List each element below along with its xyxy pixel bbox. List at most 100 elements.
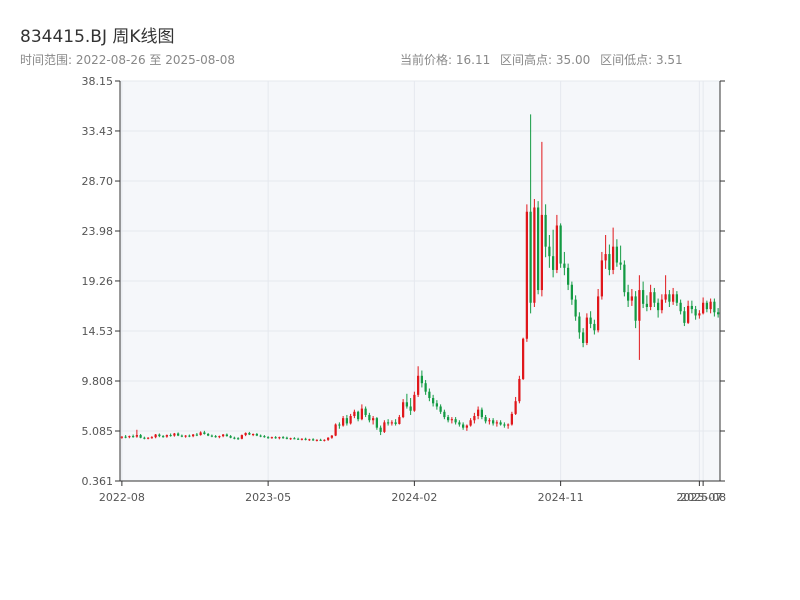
candle-body	[263, 436, 266, 438]
candle	[473, 412, 476, 424]
candle-body	[360, 408, 363, 420]
candle-body	[207, 434, 210, 436]
candle-body	[563, 263, 566, 268]
x-tick-label: 2022-08	[99, 491, 145, 504]
y-tick-label: 9.808	[82, 375, 114, 388]
candle-body	[492, 420, 495, 424]
candle-body	[143, 437, 146, 439]
candle	[165, 434, 168, 438]
candle-body	[612, 246, 615, 270]
candle-body	[698, 313, 701, 316]
candle-body	[555, 225, 558, 270]
candle-body	[495, 422, 498, 424]
candle-body	[289, 438, 292, 440]
candle	[469, 418, 472, 427]
candle-body	[394, 422, 397, 424]
candle	[488, 418, 491, 425]
candle-body	[267, 437, 270, 439]
candle	[402, 399, 405, 419]
candle	[597, 288, 600, 333]
candle-body	[203, 432, 206, 435]
candle	[297, 437, 300, 440]
candle	[150, 436, 153, 439]
candle-body	[330, 435, 333, 438]
candle-body	[428, 391, 431, 399]
candle	[180, 434, 183, 438]
candle-body	[638, 290, 641, 321]
candle	[132, 434, 135, 438]
candle	[139, 434, 142, 439]
candle	[177, 432, 180, 437]
candle-body	[634, 296, 637, 321]
candle-body	[443, 411, 446, 418]
candle-body	[503, 424, 506, 426]
candle-body	[158, 434, 161, 437]
candle-body	[544, 214, 547, 247]
candle	[544, 204, 547, 258]
candle	[578, 312, 581, 339]
candle	[315, 439, 318, 442]
candle-body	[447, 417, 450, 421]
candle	[507, 423, 510, 429]
candle-body	[585, 317, 588, 343]
candle	[679, 299, 682, 315]
candle-body	[540, 214, 543, 291]
candle	[657, 298, 660, 318]
candle	[282, 436, 285, 439]
candle-body	[162, 436, 165, 438]
candle	[259, 434, 262, 438]
candle-body	[229, 436, 232, 438]
candle	[574, 295, 577, 321]
candle	[274, 436, 277, 439]
candle-body	[417, 375, 420, 395]
candle	[375, 417, 378, 430]
candle-body	[525, 211, 528, 339]
candle	[387, 419, 390, 426]
y-tick-label: 14.53	[82, 325, 114, 338]
candle-body	[210, 435, 213, 437]
candle	[383, 420, 386, 433]
candle	[713, 298, 716, 317]
candle	[218, 435, 221, 439]
candle-body	[435, 403, 438, 407]
candle	[525, 204, 528, 342]
candle-body	[237, 438, 240, 440]
candle-body	[679, 302, 682, 312]
candle	[454, 417, 457, 425]
candle	[420, 370, 423, 388]
candle	[214, 435, 217, 438]
candle-body	[630, 296, 633, 301]
price-stats: 当前价格: 16.11 区间高点: 35.00 区间低点: 3.51	[400, 51, 689, 68]
x-tick-label: 2025-08	[680, 491, 726, 504]
candle-body	[469, 420, 472, 426]
candle	[559, 223, 562, 268]
candle-body	[353, 411, 356, 417]
candle	[589, 311, 592, 329]
candle-body	[465, 425, 468, 428]
candle	[252, 433, 255, 437]
candle	[495, 420, 498, 427]
candle	[649, 284, 652, 311]
candle	[270, 436, 273, 439]
candle-body	[180, 435, 183, 437]
candle	[327, 437, 330, 441]
candle	[237, 437, 240, 440]
candle-body	[390, 422, 393, 424]
candle-body	[177, 433, 180, 436]
candle-body	[405, 402, 408, 407]
candle-body	[128, 436, 131, 438]
candle-body	[274, 437, 277, 439]
candle	[450, 417, 453, 424]
candle-body	[278, 437, 281, 439]
candle-body	[537, 207, 540, 291]
candle	[390, 420, 393, 426]
candle	[342, 416, 345, 427]
candle-body	[567, 267, 570, 285]
candle-body	[514, 401, 517, 414]
candle-body	[132, 436, 135, 438]
candle	[428, 388, 431, 402]
candle	[173, 432, 176, 437]
candle-body	[255, 434, 258, 436]
candle	[705, 300, 708, 313]
